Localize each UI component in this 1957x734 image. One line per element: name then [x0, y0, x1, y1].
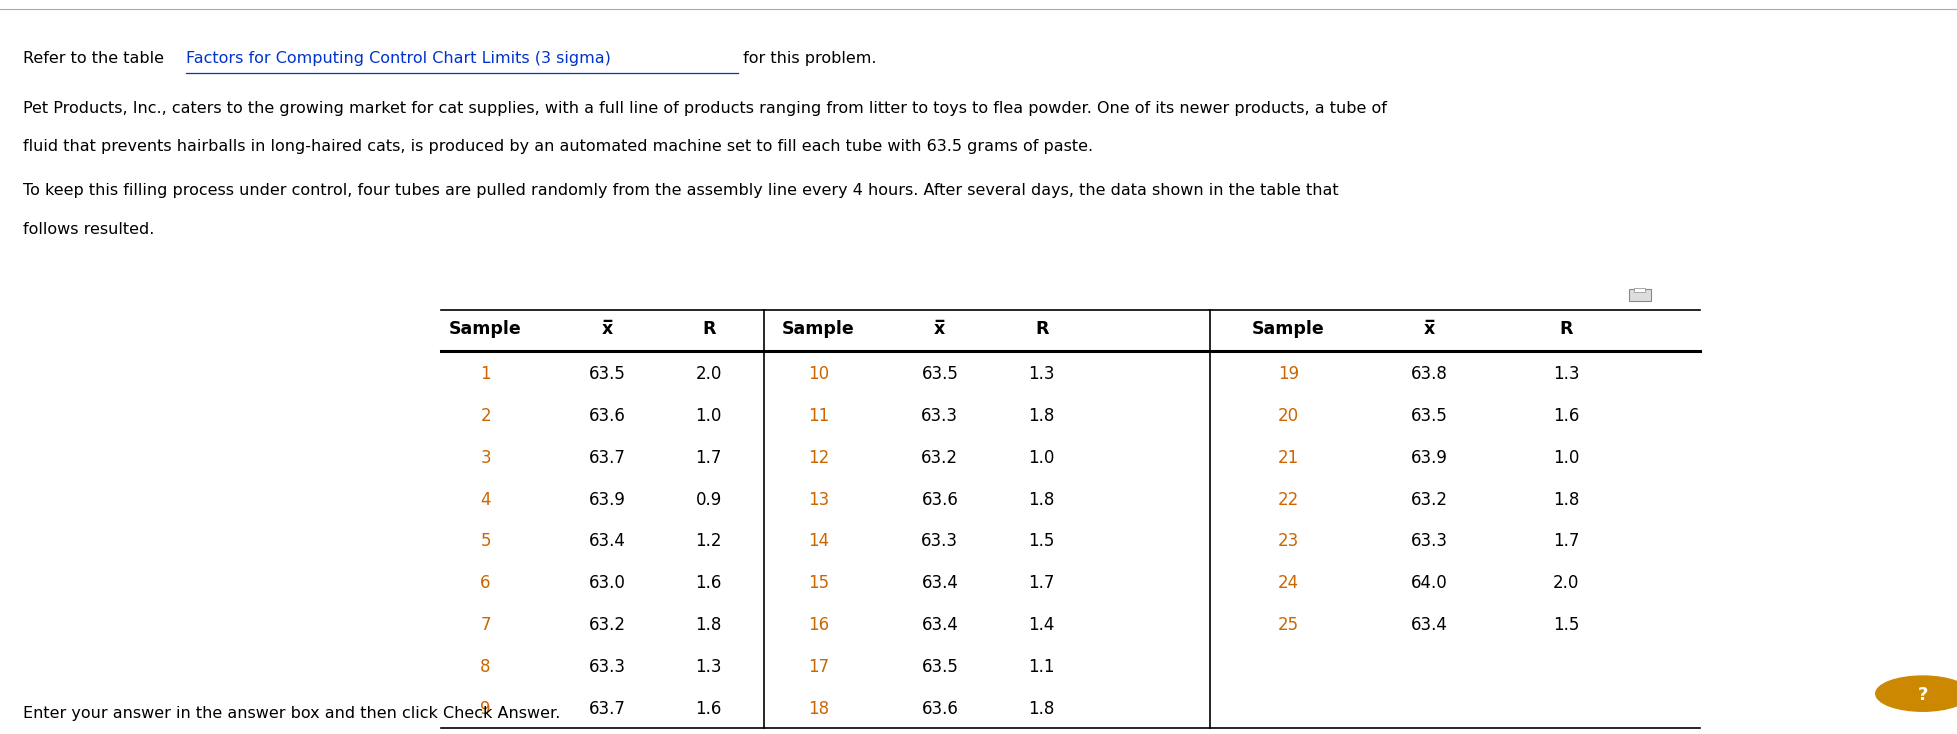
Text: 1.7: 1.7 [1552, 532, 1579, 550]
Text: 11: 11 [808, 407, 828, 425]
Text: 1.0: 1.0 [1552, 448, 1579, 467]
Text: 20: 20 [1278, 407, 1297, 425]
Text: 16: 16 [808, 616, 828, 634]
Text: 5: 5 [479, 532, 491, 550]
Text: 63.6: 63.6 [922, 700, 957, 718]
Text: 63.0: 63.0 [589, 574, 624, 592]
Text: 12: 12 [808, 448, 828, 467]
Text: 10: 10 [808, 365, 828, 383]
Text: Enter your answer in the answer box and then click Check Answer.: Enter your answer in the answer box and … [23, 706, 560, 721]
Text: 6: 6 [479, 574, 491, 592]
Text: 63.9: 63.9 [589, 490, 624, 509]
Text: 14: 14 [808, 532, 828, 550]
Text: 1.2: 1.2 [695, 532, 722, 550]
Text: 18: 18 [808, 700, 828, 718]
Text: 19: 19 [1278, 365, 1297, 383]
Text: 9: 9 [479, 700, 491, 718]
Text: follows resulted.: follows resulted. [23, 222, 155, 236]
Text: Factors for Computing Control Chart Limits (3 sigma): Factors for Computing Control Chart Limi… [186, 51, 611, 66]
Text: 17: 17 [808, 658, 828, 676]
Text: 25: 25 [1278, 616, 1297, 634]
Text: 63.3: 63.3 [922, 532, 957, 550]
Text: 24: 24 [1278, 574, 1297, 592]
Text: 63.5: 63.5 [589, 365, 624, 383]
Text: 1.4: 1.4 [1027, 616, 1055, 634]
Text: 1.0: 1.0 [695, 407, 722, 425]
Text: R: R [1035, 320, 1047, 338]
Text: 1.8: 1.8 [1027, 700, 1055, 718]
Text: 1.7: 1.7 [695, 448, 722, 467]
Text: 63.4: 63.4 [1411, 616, 1446, 634]
Text: 63.3: 63.3 [1411, 532, 1446, 550]
Text: ?: ? [1916, 686, 1928, 704]
Text: 23: 23 [1278, 532, 1297, 550]
Text: Sample: Sample [1251, 320, 1325, 338]
Text: Pet Products, Inc., caters to the growing market for cat supplies, with a full l: Pet Products, Inc., caters to the growin… [23, 101, 1388, 116]
Text: 63.5: 63.5 [922, 365, 957, 383]
Text: fluid that prevents hairballs in long-haired cats, is produced by an automated m: fluid that prevents hairballs in long-ha… [23, 139, 1094, 154]
Text: To keep this filling process under control, four tubes are pulled randomly from : To keep this filling process under contr… [23, 184, 1339, 198]
Text: 63.3: 63.3 [922, 407, 957, 425]
Text: 63.8: 63.8 [1411, 365, 1446, 383]
Text: 15: 15 [808, 574, 828, 592]
Text: 63.6: 63.6 [589, 407, 624, 425]
Text: 1.3: 1.3 [695, 658, 722, 676]
Text: 7: 7 [479, 616, 491, 634]
Text: 63.6: 63.6 [922, 490, 957, 509]
Text: R: R [1560, 320, 1571, 338]
Text: 13: 13 [808, 490, 828, 509]
Text: 63.2: 63.2 [922, 448, 957, 467]
Text: x̅: x̅ [933, 320, 945, 338]
Text: 63.7: 63.7 [589, 700, 624, 718]
Text: Sample: Sample [781, 320, 855, 338]
Bar [1628, 289, 1650, 301]
Text: 4: 4 [479, 490, 491, 509]
Text: 63.5: 63.5 [922, 658, 957, 676]
Text: 63.9: 63.9 [1411, 448, 1446, 467]
Text: 1.6: 1.6 [695, 574, 722, 592]
Text: 8: 8 [479, 658, 491, 676]
Bar [1634, 288, 1644, 292]
Text: 1.8: 1.8 [1552, 490, 1579, 509]
Text: Sample: Sample [448, 320, 523, 338]
Text: 1.5: 1.5 [1027, 532, 1055, 550]
Text: 0.9: 0.9 [695, 490, 722, 509]
Text: 1.8: 1.8 [1027, 407, 1055, 425]
Text: 1.1: 1.1 [1027, 658, 1055, 676]
Text: 1.6: 1.6 [695, 700, 722, 718]
Text: 1.6: 1.6 [1552, 407, 1579, 425]
Text: 2.0: 2.0 [1552, 574, 1579, 592]
Text: 63.4: 63.4 [589, 532, 624, 550]
Text: 63.2: 63.2 [589, 616, 624, 634]
Text: 63.5: 63.5 [1411, 407, 1446, 425]
Text: for this problem.: for this problem. [738, 51, 877, 66]
Text: 22: 22 [1278, 490, 1297, 509]
Text: 1.8: 1.8 [1027, 490, 1055, 509]
Text: 1.5: 1.5 [1552, 616, 1579, 634]
Text: 63.4: 63.4 [922, 616, 957, 634]
Text: 63.3: 63.3 [589, 658, 624, 676]
Text: 21: 21 [1278, 448, 1297, 467]
Text: x̅: x̅ [1423, 320, 1434, 338]
Text: R: R [703, 320, 714, 338]
Text: 2: 2 [479, 407, 491, 425]
Circle shape [1875, 676, 1957, 711]
Text: 1.7: 1.7 [1027, 574, 1055, 592]
Text: 64.0: 64.0 [1411, 574, 1446, 592]
Text: 1: 1 [479, 365, 491, 383]
Text: 63.2: 63.2 [1411, 490, 1446, 509]
Text: Refer to the table: Refer to the table [23, 51, 170, 66]
Text: 63.4: 63.4 [922, 574, 957, 592]
Text: 3: 3 [479, 448, 491, 467]
Text: 1.0: 1.0 [1027, 448, 1055, 467]
Text: 1.3: 1.3 [1027, 365, 1055, 383]
Text: 2.0: 2.0 [695, 365, 722, 383]
Text: 1.3: 1.3 [1552, 365, 1579, 383]
Text: x̅: x̅ [601, 320, 613, 338]
Text: 63.7: 63.7 [589, 448, 624, 467]
Text: 1.8: 1.8 [695, 616, 722, 634]
